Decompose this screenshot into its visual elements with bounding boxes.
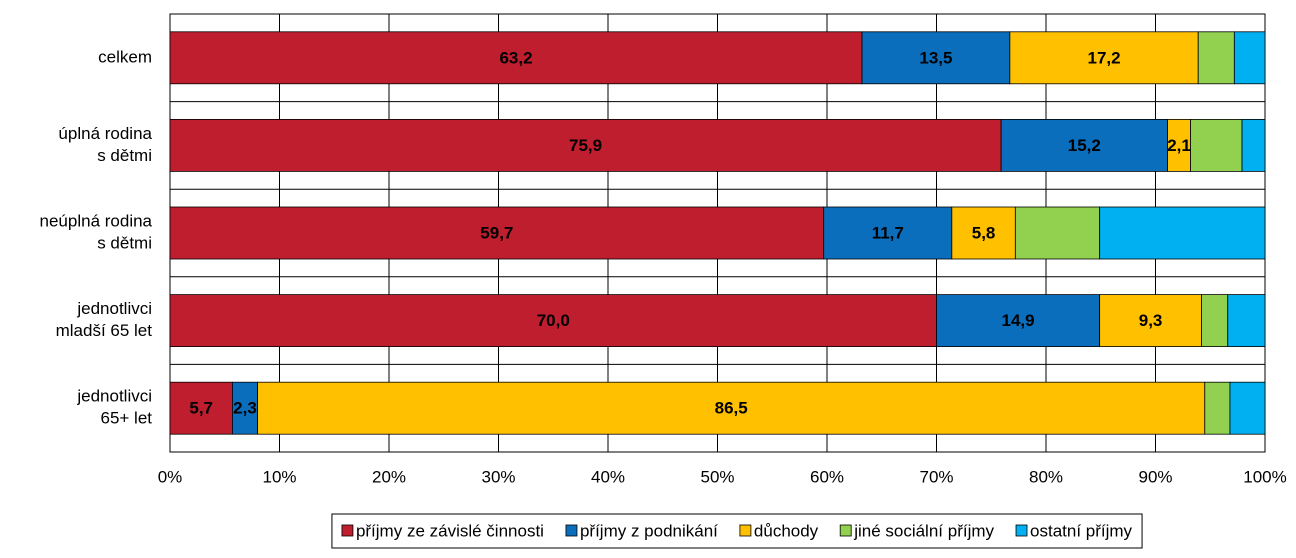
bar-segment: [1233, 31, 1266, 85]
bar-segment: [1197, 31, 1235, 85]
y-tick-label: 65+ let: [100, 409, 152, 428]
value-label: 5,8: [972, 223, 996, 242]
bar-segment: [1099, 206, 1266, 260]
value-label: 86,5: [715, 399, 748, 418]
x-tick-label: 30%: [481, 467, 515, 486]
value-label: 13,5: [919, 48, 952, 67]
x-tick-label: 70%: [919, 467, 953, 486]
value-label: 17,2: [1087, 48, 1120, 67]
legend-label: důchody: [754, 521, 819, 540]
bar-segment: [1014, 206, 1101, 260]
legend-label: jiné sociální příjmy: [853, 521, 994, 540]
bar-segment: [169, 119, 1002, 172]
value-label: 14,9: [1002, 311, 1035, 330]
bar-segment: [169, 294, 937, 348]
legend-label: příjmy z podnikání: [580, 521, 718, 540]
bar-segment: [169, 381, 233, 435]
bar-segment: [861, 31, 1011, 85]
x-tick-label: 40%: [591, 467, 625, 486]
x-tick-label: 0%: [158, 467, 183, 486]
value-label: 15,2: [1068, 136, 1101, 155]
y-tick-label: s dětmi: [97, 233, 152, 252]
x-tick-label: 90%: [1138, 467, 1172, 486]
bar-segment: [823, 206, 953, 260]
y-tick-label: s dětmi: [97, 146, 152, 165]
bar-segment: [1241, 119, 1266, 172]
value-label: 9,3: [1139, 311, 1163, 330]
y-tick-label: úplná rodina: [58, 124, 152, 143]
legend-box: [331, 513, 1143, 549]
legend-label: ostatní příjmy: [1030, 521, 1133, 540]
legend-swatch: [839, 524, 852, 537]
y-tick-label: mladší 65 let: [56, 321, 153, 340]
bar-segment: [1190, 119, 1243, 172]
legend-swatch: [739, 524, 752, 537]
bar-segment: [1204, 381, 1231, 435]
value-label: 2,3: [233, 399, 257, 418]
x-tick-label: 100%: [1243, 467, 1286, 486]
y-tick-label: jednotlivci: [76, 387, 152, 406]
value-label: 2,1: [1167, 136, 1191, 155]
legend-swatch: [565, 524, 578, 537]
legend-swatch: [341, 524, 354, 537]
value-label: 11,7: [872, 223, 904, 242]
bar-segment: [1227, 294, 1266, 348]
legend: příjmy ze závislé činnosti příjmy z podni…: [341, 521, 1133, 540]
bar-segment: [1201, 294, 1229, 348]
value-label: 70,0: [537, 311, 570, 330]
x-tick-label: 20%: [372, 467, 406, 486]
x-tick-label: 10%: [262, 467, 296, 486]
legend-label: příjmy ze závislé činnosti: [356, 521, 544, 540]
value-label: 5,7: [189, 399, 213, 418]
bar-segment: [257, 381, 1206, 435]
x-tick-label: 60%: [810, 467, 844, 486]
bar-segment: [1229, 381, 1266, 435]
bar-segment: [1099, 294, 1202, 348]
legend-swatch: [1015, 524, 1028, 537]
value-label: 75,9: [569, 136, 602, 155]
x-tick-label: 50%: [700, 467, 734, 486]
y-tick-label: neúplná rodina: [40, 211, 153, 230]
value-label: 59,7: [480, 223, 513, 242]
bar-segment: [1000, 119, 1168, 172]
x-tick-label: 80%: [1029, 467, 1063, 486]
bar-segment: [169, 206, 825, 260]
bar-segment: [1009, 31, 1199, 85]
value-label: 63,2: [499, 48, 532, 67]
y-tick-label: jednotlivci: [76, 299, 152, 318]
bar-segment: [232, 381, 258, 435]
y-tick-label: celkem: [98, 47, 152, 66]
bar-segment: [936, 294, 1101, 348]
